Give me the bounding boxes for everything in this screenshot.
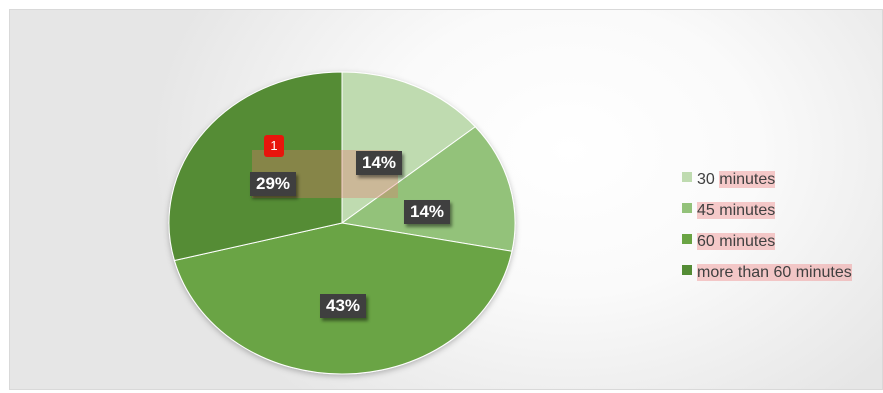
- annotation-badge[interactable]: 1: [264, 135, 284, 157]
- legend-swatch: [682, 172, 692, 182]
- legend-label: 30 minutes: [697, 171, 776, 188]
- pie-slice-30-minutes: [341, 71, 477, 224]
- legend-label: more than 60 minutes: [697, 264, 852, 281]
- legend-swatch: [682, 234, 692, 244]
- legend-item: 45 minutes: [682, 199, 883, 230]
- legend-item: 30 minutes: [682, 168, 883, 199]
- legend-label: 45 minutes: [697, 202, 776, 219]
- chart-area: 14% 14% 43% 29% 1: [9, 9, 883, 390]
- data-label-30-minutes: 14%: [356, 151, 403, 175]
- data-label-45-minutes: 14%: [404, 200, 451, 224]
- legend-item: more than 60 minutes: [682, 261, 883, 292]
- pie-slice-45-minutes: [340, 126, 516, 252]
- legend-item: 60 minutes: [682, 230, 883, 261]
- data-label-60-minutes: 43%: [320, 294, 367, 318]
- chart-legend: 30 minutes 45 minutes 60 minutes more th…: [682, 168, 883, 292]
- data-label-more-than-60-minutes: 29%: [250, 172, 297, 196]
- pie-slice-more-than-60-minutes: [168, 71, 343, 262]
- legend-swatch: [682, 265, 692, 275]
- legend-label: 60 minutes: [697, 233, 776, 250]
- legend-swatch: [682, 203, 692, 213]
